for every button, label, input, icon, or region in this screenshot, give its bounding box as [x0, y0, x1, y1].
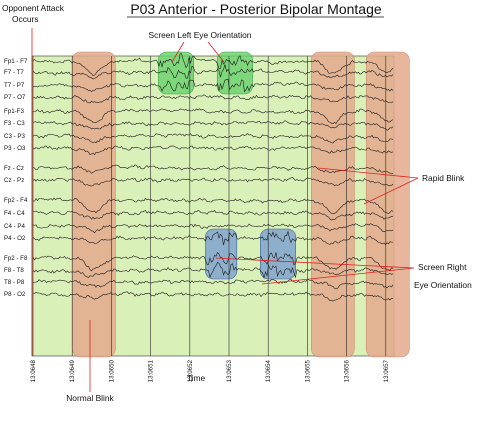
- left-eye-pointer-2: [207, 41, 225, 63]
- trace-6: [32, 133, 394, 144]
- channel-label-7: P3 - O3: [4, 145, 26, 152]
- trace-0: [32, 53, 394, 77]
- annotation-normal-blink: Normal Blink: [66, 393, 114, 403]
- trace-5: [32, 120, 394, 131]
- trace-1: [32, 64, 394, 80]
- channel-label-5: F3 - C3: [4, 120, 25, 127]
- channel-label-3: P7 - O7: [4, 94, 26, 101]
- tick-label-5: 13:0653: [226, 359, 233, 382]
- rapid-blink-pointer-1: [317, 167, 419, 179]
- tick-label-3: 13:0651: [148, 359, 155, 382]
- channel-label-15: F8 - T8: [4, 267, 24, 274]
- trace-13: [32, 230, 394, 246]
- trace-7: [32, 145, 394, 156]
- left-eye-pointer-1: [171, 41, 185, 63]
- trace-2: [32, 78, 394, 93]
- tick-label-8: 13:0656: [344, 359, 351, 382]
- eeg-traces: [32, 53, 394, 302]
- trace-3: [32, 94, 394, 104]
- time-gridlines: [32, 56, 387, 356]
- trace-10: [32, 197, 394, 215]
- channel-label-1: F7 - T7: [4, 69, 24, 76]
- right-eye-pointer-1: [215, 257, 415, 269]
- tick-label-1: 13:0649: [69, 359, 76, 382]
- trace-16: [32, 278, 394, 290]
- x-axis-label: Time: [187, 373, 206, 383]
- annotation-rapid-blink: Rapid Blink: [422, 173, 465, 183]
- annotation-right-eye-line2: Eye Orientation: [414, 280, 472, 290]
- tick-label-9: 13:0657: [383, 359, 390, 382]
- trace-17: [32, 291, 394, 302]
- tick-label-2: 13:0650: [108, 359, 115, 382]
- rapid-blink-pointer-2: [363, 177, 419, 205]
- channel-label-6: C3 - P3: [4, 133, 26, 140]
- annotation-left-eye: Screen Left Eye Orientation: [149, 30, 252, 40]
- trace-11: [32, 209, 393, 221]
- right-eye-pointer-2: [261, 267, 415, 285]
- channel-label-16: T8 - P8: [4, 279, 25, 286]
- channel-label-11: F4 - C4: [4, 210, 25, 217]
- channel-labels: Fp1 - F7 F7 - T7 T7 - P7 P7 - O7 Fp1-F3 F3 - …: [4, 58, 28, 298]
- region-blink-6: [365, 51, 410, 358]
- channel-label-4: Fp1-F3: [4, 108, 25, 115]
- trace-4: [32, 108, 394, 124]
- highlight-regions: [71, 51, 410, 358]
- trace-15: [32, 261, 394, 279]
- annotation-opponent-attack: Opponent Attack: [2, 3, 65, 13]
- annotation-right-eye: Screen Right: [418, 262, 467, 272]
- tick-label-4: 13:0652: [187, 359, 194, 382]
- channel-label-17: P8 - O2: [4, 291, 26, 298]
- tick-label-7: 13:0655: [304, 359, 311, 382]
- trace-12: [32, 223, 394, 234]
- region-blink-5: [311, 51, 355, 358]
- channel-label-9: Cz - Pz: [4, 177, 24, 184]
- trace-14: [32, 251, 394, 272]
- channel-label-8: Fz - Cz: [4, 165, 24, 172]
- channel-label-2: T7 - P7: [4, 82, 25, 89]
- channel-label-14: Fp2 - F8: [4, 255, 28, 262]
- channel-label-13: P4 - O2: [4, 235, 26, 242]
- channel-label-10: Fp2 - F4: [4, 197, 28, 204]
- annotation-opponent-attack-line2: Occurs: [12, 14, 39, 24]
- trace-8: [32, 164, 394, 174]
- tick-label-6: 13:0654: [265, 359, 272, 382]
- chart-title: P03 Anterior - Posterior Bipolar Montage: [130, 1, 382, 17]
- time-tick-labels: 13:0648 13:0649 13:0650 13:0651 13:0652 13:06…: [30, 359, 390, 382]
- tick-label-0: 13:0648: [30, 359, 37, 382]
- channel-label-0: Fp1 - F7: [4, 58, 28, 65]
- trace-9: [32, 176, 394, 187]
- channel-label-12: C4 - P4: [4, 223, 26, 230]
